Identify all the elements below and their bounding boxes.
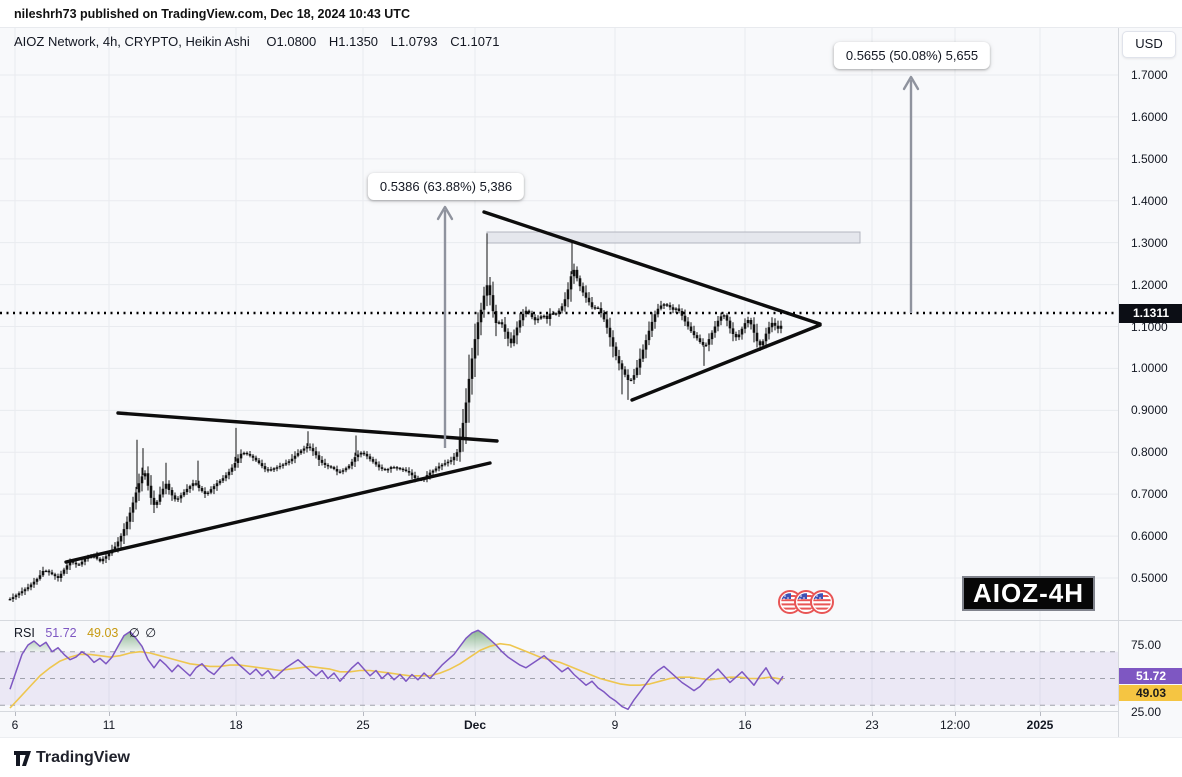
time-tick-label: 25 [356, 718, 370, 732]
price-tick-label: 0.6000 [1131, 529, 1168, 544]
tradingview-icon[interactable] [13, 750, 32, 767]
price-tick-label: 1.7000 [1131, 68, 1168, 82]
time-tick-mark [955, 712, 956, 716]
fib-callout-2[interactable]: 0.5655 (50.08%) 5,655 [833, 42, 991, 69]
time-tick-mark [363, 712, 364, 716]
rsi-value: 51.72 [45, 626, 77, 640]
us-flag-stickers[interactable] [776, 588, 838, 616]
ohlc-open: O1.0800 [266, 34, 317, 49]
price-tick-label: 0.7000 [1131, 487, 1168, 502]
fib-callout-1[interactable]: 0.5386 (63.88%) 5,386 [367, 173, 525, 200]
time-tick-label: Dec [463, 718, 487, 732]
pane-separator[interactable] [0, 620, 1182, 621]
time-tick-label: 16 [738, 718, 752, 732]
rsi-line[interactable] [9, 629, 784, 711]
currency-label: USD [1135, 36, 1163, 51]
tradingview-brand-link[interactable]: TradingView [36, 749, 130, 766]
time-tick-mark [475, 712, 476, 716]
rsi-hidden-input-1: ∅ [128, 626, 140, 640]
time-tick-label: 23 [865, 718, 879, 732]
currency-toggle-button[interactable]: USD [1122, 31, 1176, 58]
time-tick-label: 12:00 [939, 718, 971, 732]
last-price-badge: 1.1311 [1119, 304, 1182, 323]
rsi-ma-value: 49.03 [87, 626, 119, 640]
right-triangle-upper-trendline[interactable] [482, 210, 822, 326]
publish-info-text: nileshrh73 published on TradingView.com,… [14, 7, 410, 21]
price-axis[interactable]: USD 1.1311 75.00 25.00 51.72 49.03 1.700… [1118, 28, 1182, 737]
rsi-hidden-input-2: ∅ [145, 626, 157, 640]
price-tick-label: 0.9000 [1131, 403, 1168, 418]
rsi-pane[interactable] [0, 620, 1118, 711]
price-tick-label: 1.5000 [1131, 151, 1168, 166]
rsi-title: RSI [14, 626, 35, 640]
time-tick-label: 18 [229, 718, 243, 732]
symbol-title: AIOZ Network, 4h, CRYPTO, Heikin Ashi [14, 34, 250, 49]
time-tick-label: 9 [611, 718, 619, 732]
arrow-head-icon [902, 75, 920, 91]
time-axis[interactable]: 6 11 18 25 Dec 9 16 23 12:00 2025 [0, 711, 1118, 737]
price-tick-label: 0.8000 [1131, 445, 1168, 460]
time-tick-label: 2025 [1026, 718, 1054, 732]
rsi-scale-lower: 25.00 [1131, 705, 1162, 719]
left-wedge-upper-trendline[interactable] [116, 411, 499, 443]
rsi-value-badge: 51.72 [1119, 668, 1182, 684]
time-tick-mark [236, 712, 237, 716]
price-tick-label: 0.5000 [1131, 571, 1168, 585]
time-tick-label: 11 [102, 718, 116, 732]
ohlc-high: H1.1350 [328, 34, 379, 49]
price-tick-label: 1.3000 [1131, 235, 1168, 250]
price-tick-label: 1.0000 [1131, 361, 1168, 376]
time-tick-mark [872, 712, 873, 716]
fib-callout-2-text: 0.5655 (50.08%) 5,655 [845, 48, 979, 63]
resistance-zone-drawing[interactable] [486, 231, 861, 244]
footer-bar: TradingView [0, 737, 1182, 777]
aioz-4h-label: AIOZ-4H [973, 578, 1084, 608]
time-tick-label: 6 [11, 718, 19, 732]
publish-info-bar: nileshrh73 published on TradingView.com,… [0, 0, 1182, 28]
time-tick-mark [1040, 712, 1041, 716]
time-tick-mark [109, 712, 110, 716]
price-tick-label: 1.6000 [1131, 109, 1168, 124]
aioz-4h-text-drawing[interactable]: AIOZ-4H [962, 576, 1095, 611]
symbol-legend: AIOZ Network, 4h, CRYPTO, Heikin Ashi O1… [14, 34, 499, 49]
time-tick-mark [615, 712, 616, 716]
price-tick-label: 1.2000 [1131, 277, 1168, 292]
right-triangle-lower-trendline[interactable] [630, 323, 822, 402]
time-tick-mark [15, 712, 16, 716]
time-tick-mark [745, 712, 746, 716]
rsi-scale-upper: 75.00 [1131, 638, 1162, 652]
main-chart-pane[interactable] [0, 28, 1118, 620]
arrow-head-icon [436, 205, 454, 221]
price-tick-label: 1.1000 [1131, 319, 1168, 334]
ohlc-close: C1.1071 [450, 34, 500, 49]
fib-callout-1-text: 0.5386 (63.88%) 5,386 [379, 179, 513, 194]
us-flag-icon [810, 590, 834, 614]
left-wedge-lower-trendline[interactable] [64, 461, 492, 564]
rsi-ma-value-badge: 49.03 [1119, 685, 1182, 701]
price-tick-label: 1.4000 [1131, 193, 1168, 208]
ohlc-low: L1.0793 [390, 34, 438, 49]
rsi-legend: RSI 51.72 49.03 ∅ ∅ [14, 625, 163, 640]
